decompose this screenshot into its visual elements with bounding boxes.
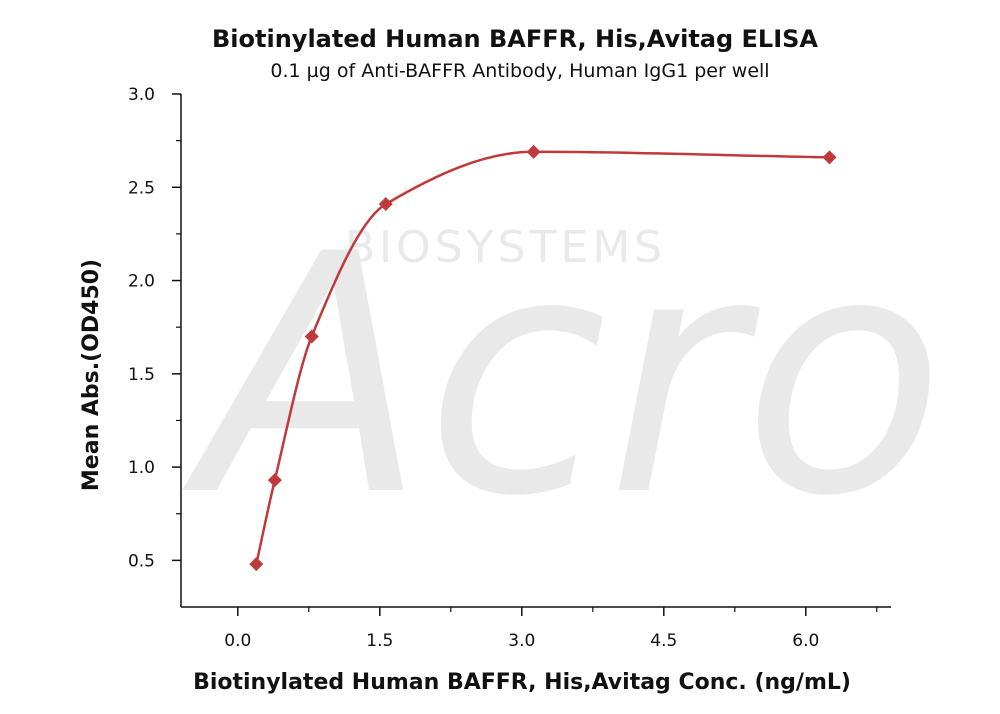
data-point-marker [249, 557, 264, 572]
x-tick-label: 3.0 [508, 631, 535, 651]
x-tick-label: 1.5 [366, 631, 393, 651]
chart-title: Biotinylated Human BAFFR, His,Avitag ELI… [212, 25, 818, 53]
watermark-subtext: BIOSYSTEMS [345, 222, 666, 273]
y-tick-label: 1.0 [128, 458, 155, 478]
axes [180, 94, 891, 608]
x-tick-label: 6.0 [792, 631, 819, 651]
y-axis-ticks: 0.5 1.0 1.5 2.0 2.5 3.0 [128, 85, 181, 571]
x-axis-label: Biotinylated Human BAFFR, His,Avitag Con… [193, 670, 851, 695]
watermark: Acro BIOSYSTEMS [179, 184, 944, 568]
data-point-marker [822, 150, 837, 165]
data-point-marker [378, 197, 393, 212]
y-axis-label: Mean Abs.(OD450) [79, 259, 104, 491]
y-tick-label: 1.5 [128, 365, 155, 385]
data-point-marker [304, 329, 319, 344]
watermark-logo: Acro [179, 184, 944, 568]
y-tick-label: 3.0 [128, 85, 155, 105]
data-points [249, 144, 837, 572]
x-axis-ticks: 0.0 1.5 3.0 4.5 6.0 [224, 607, 878, 651]
y-tick-label: 2.0 [128, 272, 155, 292]
chart-subtitle: 0.1 µg of Anti-BAFFR Antibody, Human IgG… [270, 60, 769, 82]
data-point-marker [267, 473, 282, 488]
x-tick-label: 4.5 [650, 631, 677, 651]
y-tick-label: 0.5 [128, 551, 155, 571]
x-tick-label: 0.0 [224, 631, 251, 651]
y-tick-label: 2.5 [128, 178, 155, 198]
data-point-marker [526, 144, 541, 159]
